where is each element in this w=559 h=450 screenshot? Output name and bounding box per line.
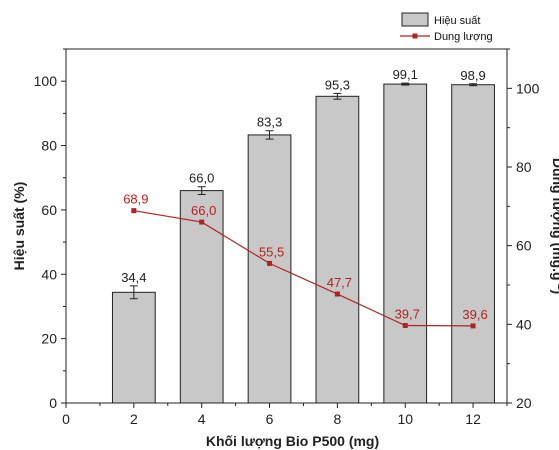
y2-tick-label: 100 <box>516 80 540 96</box>
x-tick-label: 10 <box>397 411 413 427</box>
y-tick-label: 20 <box>41 331 57 347</box>
x-axis-title: Khối lượng Bio P500 (mg) <box>206 433 379 449</box>
legend-label-capacity: Dung lượng <box>434 31 493 43</box>
bars <box>111 82 495 404</box>
plot-frame <box>65 48 508 404</box>
y-tick-label: 100 <box>34 73 58 89</box>
line-point <box>470 323 476 329</box>
y2-tick-label: 40 <box>516 316 532 332</box>
x-tick-label: 8 <box>333 411 341 427</box>
labels: 34,4 66,0 83,3 95,3 99,1 98,9 68,9 66,0 55,5 47,7… <box>121 67 488 322</box>
line-point <box>402 323 408 329</box>
y2-axis-title-sup: -1 <box>555 281 559 290</box>
line-value-label: 68,9 <box>123 192 148 207</box>
x-tick-label: 6 <box>266 411 274 427</box>
y2-axis-title-main: Dung lượng (mg.g <box>550 158 559 281</box>
bar <box>315 95 360 404</box>
y2-tick-label: 80 <box>516 159 532 175</box>
line-value-label: 39,6 <box>462 307 487 322</box>
legend-line-marker <box>412 33 418 39</box>
legend-label-efficiency: Hiệu suất <box>434 15 480 27</box>
line-point <box>267 260 273 266</box>
y-tick-label: 0 <box>49 395 57 411</box>
y2-axis-title-close: ) <box>550 289 559 294</box>
bar <box>451 84 495 404</box>
legend: Hiệu suất Dung lượng <box>400 12 493 43</box>
y-tick-label: 80 <box>41 138 57 154</box>
line-point <box>334 291 340 297</box>
x-tick-label: 0 <box>62 411 70 427</box>
bar-value-label: 83,3 <box>257 115 282 130</box>
line-value-label: 66,0 <box>191 203 216 218</box>
axes: 0 2 4 6 8 10 12 0 20 40 60 80 100 20 40 60 80 100 <box>34 48 540 427</box>
line-point <box>131 208 137 214</box>
x-tick-label: 12 <box>465 411 481 427</box>
line-point <box>199 219 205 225</box>
line-value-label: 39,7 <box>395 307 420 322</box>
bar <box>111 291 156 404</box>
bar <box>179 190 224 404</box>
legend-bar-swatch <box>401 12 429 27</box>
bar-value-label: 99,1 <box>393 67 418 82</box>
line-value-label: 55,5 <box>259 244 284 259</box>
bar-value-label: 95,3 <box>325 77 350 92</box>
y-axis-title: Hiệu suất (%) <box>11 182 27 271</box>
x-tick-label: 2 <box>130 411 138 427</box>
bar-value-label: 98,9 <box>460 68 485 83</box>
y2-tick-label: 20 <box>516 395 532 411</box>
bar-value-label: 66,0 <box>189 171 214 186</box>
bar-value-label: 34,4 <box>121 270 146 285</box>
bar <box>247 134 292 404</box>
bar <box>383 83 428 404</box>
y-tick-label: 60 <box>41 202 57 218</box>
capacity-series-line <box>133 210 474 327</box>
x-tick-label: 4 <box>198 411 206 427</box>
y2-tick-label: 60 <box>516 238 532 254</box>
capacity-line <box>131 208 476 329</box>
line-value-label: 47,7 <box>327 275 352 290</box>
y-tick-label: 40 <box>41 266 57 282</box>
y2-axis-title: Dung lượng (mg.g-1) <box>550 158 559 294</box>
